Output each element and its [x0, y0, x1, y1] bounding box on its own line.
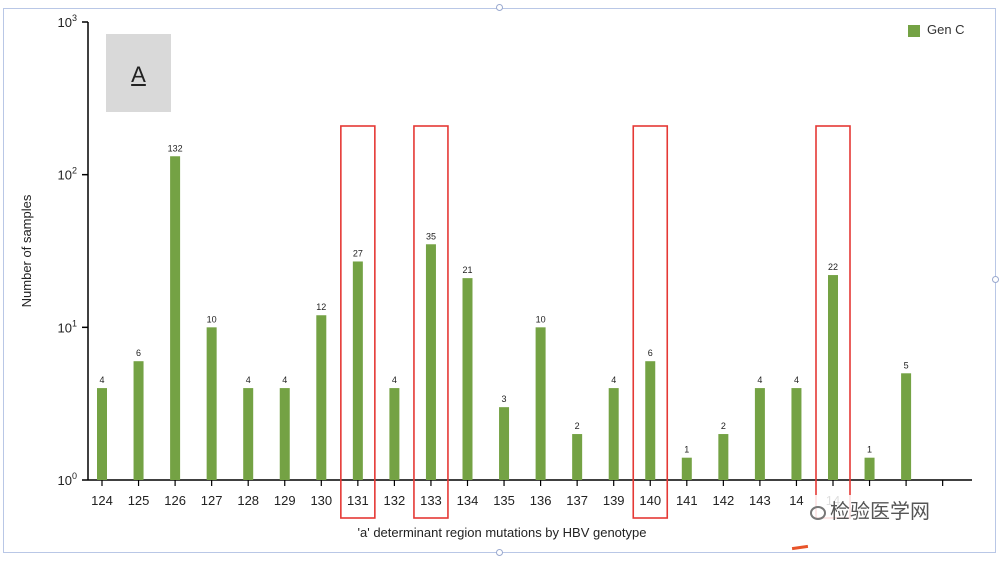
- bar-129: [279, 388, 290, 480]
- bar-146: [864, 457, 875, 480]
- bar-136: [535, 327, 546, 480]
- x-tick-label-132: 132: [384, 493, 406, 508]
- y-tick-label-100: 102: [58, 166, 77, 183]
- bar-128: [243, 388, 254, 480]
- data-label-141: 1: [684, 445, 689, 455]
- highlight-box-140: [632, 125, 669, 519]
- bar-127: [206, 327, 217, 480]
- highlight-box-133: [413, 125, 449, 519]
- x-tick-label-139: 139: [603, 493, 625, 508]
- data-label-145: 22: [828, 262, 838, 272]
- watermark-logo-icon: [810, 506, 826, 520]
- bar-135: [499, 407, 510, 480]
- data-label-131: 27: [353, 248, 363, 258]
- data-label-147: 5: [904, 360, 909, 370]
- data-label-127: 10: [207, 314, 217, 324]
- data-label-135: 3: [502, 394, 507, 404]
- bar-140: [645, 361, 656, 480]
- data-label-126: 132: [168, 143, 183, 153]
- data-label-140: 6: [648, 348, 653, 358]
- highlight-box-131: [340, 125, 376, 519]
- data-label-129: 4: [282, 375, 287, 385]
- x-tick-label-126: 126: [164, 493, 186, 508]
- bar-142: [718, 434, 729, 480]
- watermark-text: 检验医学网: [830, 499, 930, 523]
- data-label-125: 6: [136, 348, 141, 358]
- data-label-146: 1: [867, 445, 872, 455]
- bar-137: [572, 434, 583, 480]
- x-tick-label-141: 141: [676, 493, 698, 508]
- bar-147: [901, 373, 912, 480]
- data-label-124: 4: [99, 375, 104, 385]
- y-tick-label-1000: 103: [58, 13, 77, 30]
- x-tick-label-127: 127: [201, 493, 223, 508]
- x-tick-label-131: 131: [347, 493, 369, 508]
- bar-144: [791, 388, 802, 480]
- panel-label: A: [131, 62, 146, 87]
- bar-130: [316, 315, 327, 480]
- bar-143: [754, 388, 765, 480]
- x-tick-label-143: 143: [749, 493, 771, 508]
- data-label-130: 12: [316, 302, 326, 312]
- x-tick-label-133: 133: [420, 493, 442, 508]
- data-label-132: 4: [392, 375, 397, 385]
- bar-125: [133, 361, 144, 480]
- bar-145: [828, 275, 838, 480]
- x-tick-label-130: 130: [310, 493, 332, 508]
- data-label-134: 21: [462, 265, 472, 275]
- watermark: 检验医学网: [806, 495, 934, 524]
- bar-141: [681, 457, 692, 480]
- x-tick-label-128: 128: [237, 493, 259, 508]
- frame-handle-right[interactable]: [992, 276, 999, 283]
- x-tick-label-142: 142: [712, 493, 734, 508]
- legend-swatch-gen-c: [908, 25, 920, 37]
- bar-139: [608, 388, 619, 480]
- x-tick-label-144: 14: [789, 493, 803, 508]
- frame-handle-bottom[interactable]: [496, 549, 503, 556]
- data-label-133: 35: [426, 231, 436, 241]
- x-tick-label-124: 124: [91, 493, 113, 508]
- x-tick-label-125: 125: [128, 493, 150, 508]
- bar-134: [462, 278, 473, 480]
- bar-132: [389, 388, 400, 480]
- data-label-139: 4: [611, 375, 616, 385]
- y-axis-title: Number of samples: [19, 194, 34, 307]
- data-label-144: 4: [794, 375, 799, 385]
- bar-131: [352, 261, 363, 480]
- x-tick-label-136: 136: [530, 493, 552, 508]
- data-label-128: 4: [246, 375, 251, 385]
- panel-label-box: A: [106, 34, 171, 112]
- x-tick-label-140: 140: [639, 493, 661, 508]
- legend-label-gen-c: Gen C: [927, 22, 965, 37]
- bar-126: [170, 156, 181, 481]
- y-tick-label-10: 101: [58, 318, 77, 335]
- bar-133: [425, 244, 436, 480]
- data-label-137: 2: [575, 421, 580, 431]
- data-label-143: 4: [757, 375, 762, 385]
- y-tick-label-1: 100: [58, 471, 77, 488]
- data-label-136: 10: [536, 314, 546, 324]
- x-tick-label-137: 137: [566, 493, 588, 508]
- x-tick-label-129: 129: [274, 493, 296, 508]
- x-axis-title: 'a' determinant region mutations by HBV …: [358, 525, 647, 540]
- data-label-142: 2: [721, 421, 726, 431]
- bar-124: [97, 388, 107, 480]
- frame-handle-top[interactable]: [496, 4, 503, 11]
- x-tick-label-135: 135: [493, 493, 515, 508]
- x-tick-label-134: 134: [457, 493, 479, 508]
